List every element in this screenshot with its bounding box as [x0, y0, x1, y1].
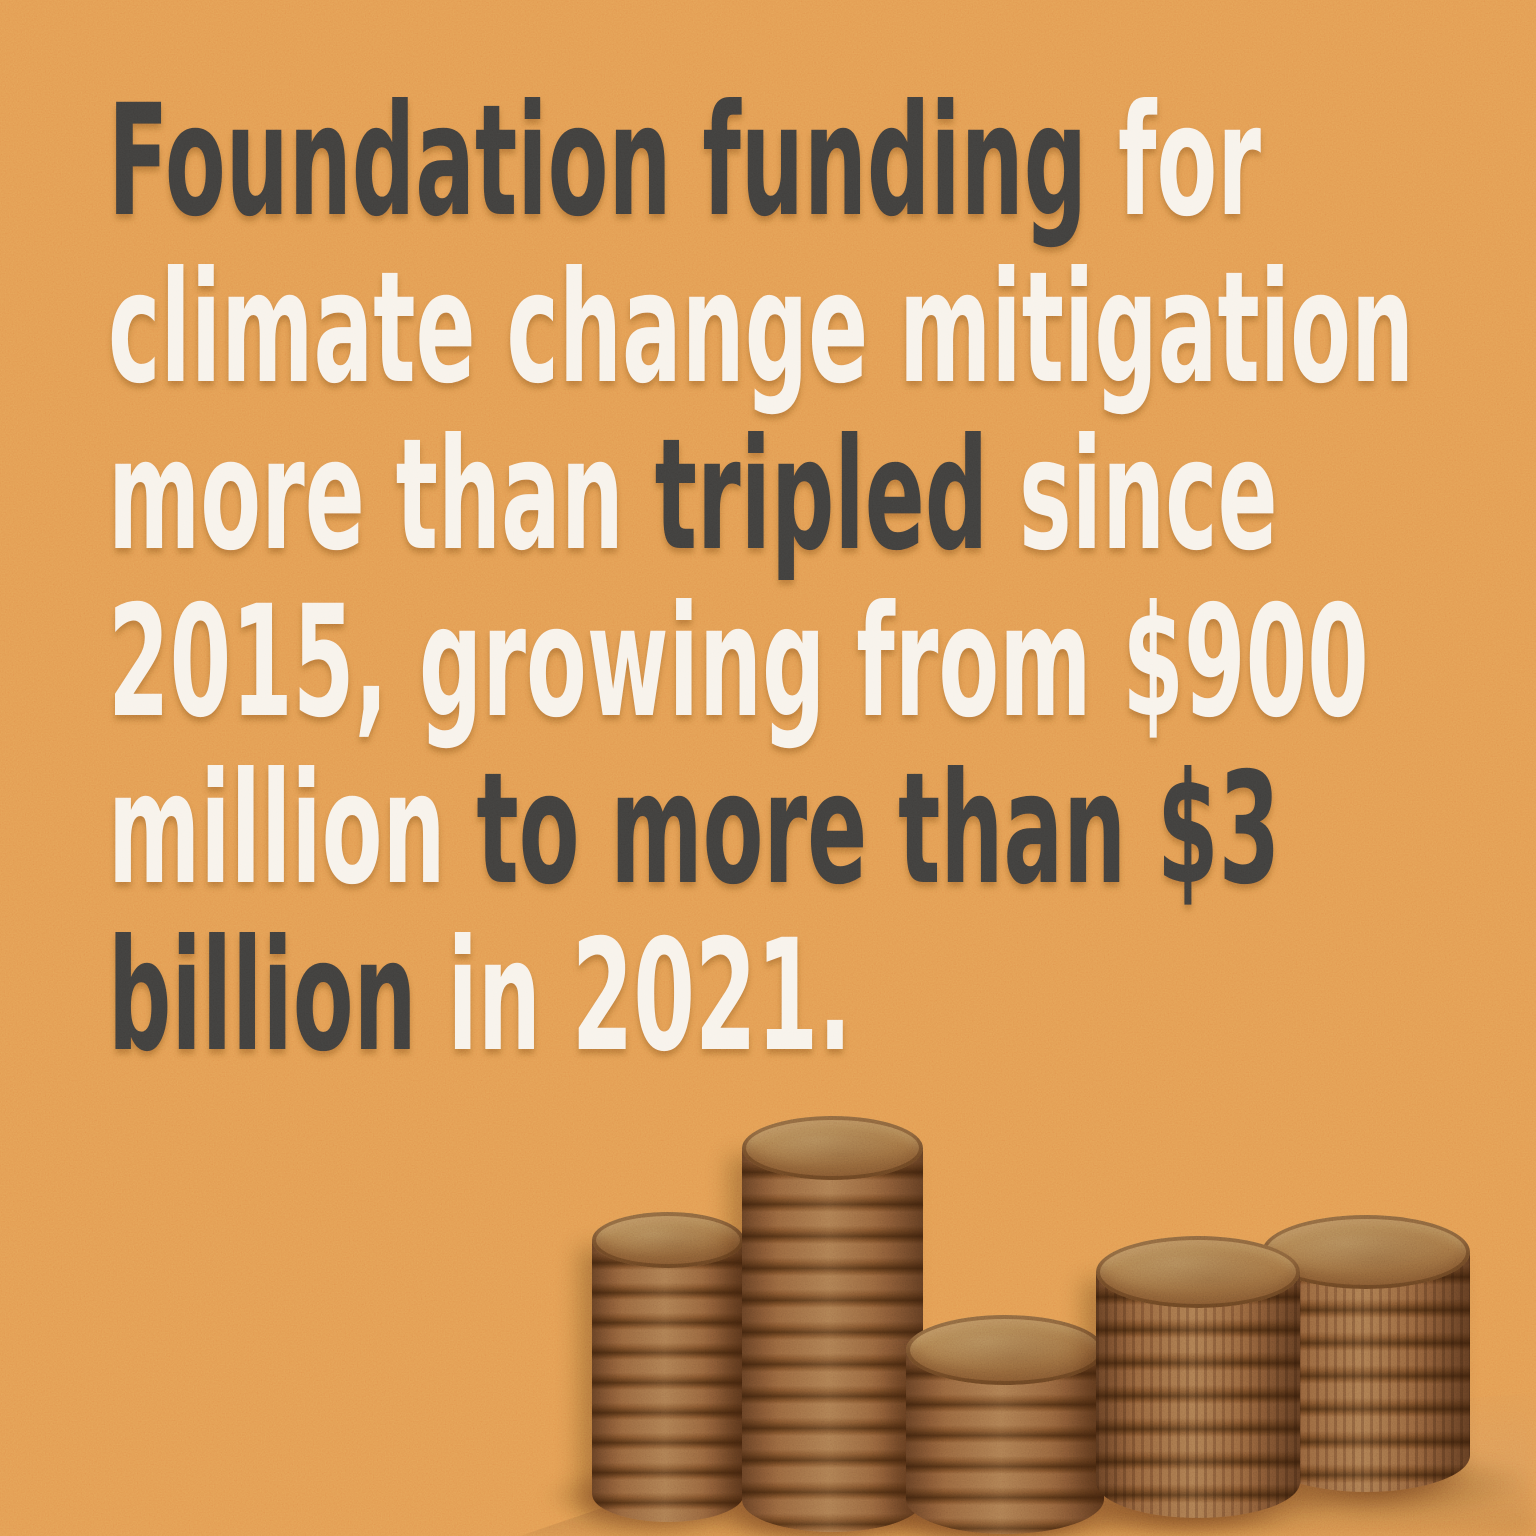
headline-line: million to more than $3 — [108, 746, 1431, 913]
headline-line: 2015, growing from $900 — [108, 579, 1431, 746]
coin-stack-top — [1096, 1236, 1300, 1308]
headline-segment: for — [1087, 72, 1261, 251]
headline-segment: to more than $3 — [445, 740, 1281, 919]
headline-segment: in 2021. — [416, 907, 852, 1086]
headline-segment: climate change mitigation — [108, 239, 1415, 418]
headline-segment: 2015, growing from $900 — [108, 573, 1369, 752]
coin-stack — [592, 1212, 744, 1522]
coin-stack — [742, 1116, 923, 1532]
coin-stack-top — [906, 1315, 1104, 1385]
headline-segment: Foundation funding — [108, 72, 1088, 251]
headline-line: billion in 2021. — [108, 913, 1431, 1080]
coin-stack-top — [592, 1212, 744, 1268]
coin-stack-top — [742, 1116, 923, 1180]
headline-segment: million — [108, 740, 446, 919]
headline-line: more than tripled since — [108, 412, 1431, 579]
headline-line: climate change mitigation — [108, 245, 1431, 412]
coin-stack-body — [742, 1148, 923, 1532]
headline-line: Foundation funding for — [108, 78, 1431, 245]
headline-segment: billion — [108, 907, 417, 1086]
headline-segment: tripled — [654, 406, 989, 585]
coin-stack-body — [592, 1240, 744, 1522]
coin-stack — [906, 1315, 1104, 1534]
coin-stack-body — [1096, 1272, 1300, 1518]
headline-segment: since — [988, 406, 1278, 585]
headline: Foundation funding for climate change mi… — [108, 78, 1431, 1080]
headline-segment: more than — [108, 406, 655, 585]
coin-stack — [1096, 1236, 1300, 1518]
